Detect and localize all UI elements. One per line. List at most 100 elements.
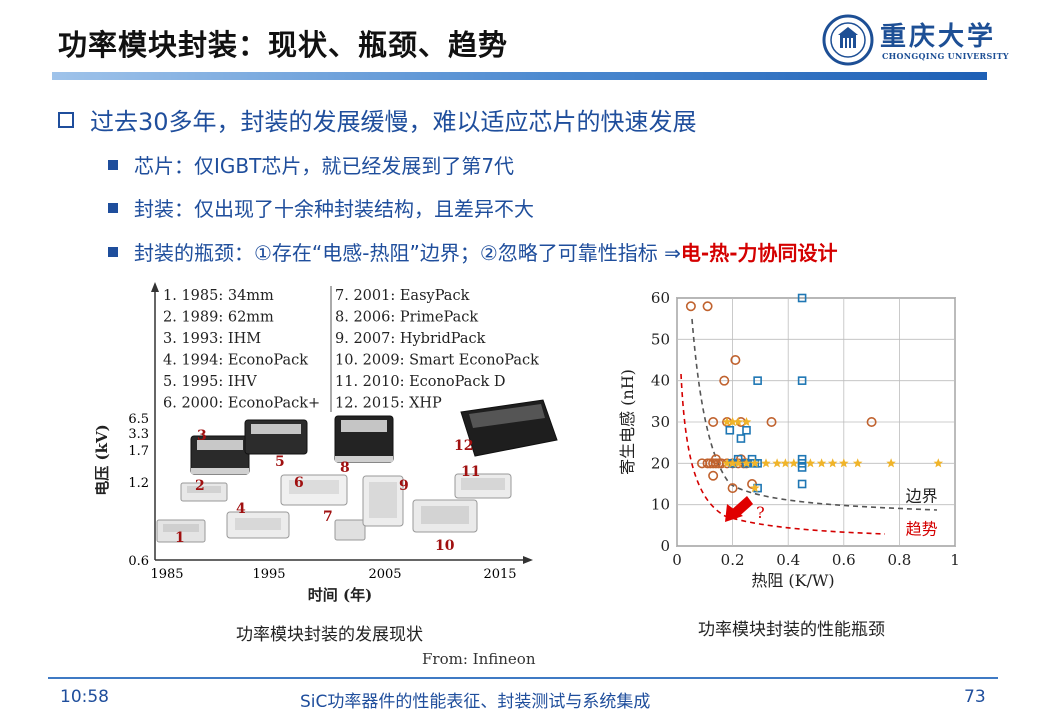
- module-2-image: [180, 482, 228, 502]
- legend-entry: 3. 1993: IHM: [163, 331, 261, 347]
- data-point-square: [797, 463, 807, 472]
- data-point-star: [816, 458, 827, 468]
- legend-column-2: 7. 2001: EasyPack 8. 2006: PrimePack 9. 20…: [335, 288, 539, 412]
- trend-arrow-icon: [725, 496, 753, 522]
- data-point-star: [886, 458, 896, 468]
- data-point-star: [733, 417, 743, 426]
- x-tick-label: 0.4: [776, 551, 800, 569]
- module-label: 9: [399, 478, 409, 494]
- legend-entry: 12. 2015: XHP: [335, 396, 442, 412]
- university-logo: 重庆大学 CHONGQING UNIVERSITY: [822, 14, 1032, 66]
- module-10-image: [412, 499, 478, 533]
- data-point-star: [741, 458, 752, 468]
- x-tick-label: 1: [950, 551, 960, 569]
- square-bullet-icon: [108, 159, 118, 170]
- x-tick: 1985: [150, 567, 183, 582]
- data-point-circle: [708, 470, 719, 481]
- x-tick: 1995: [252, 567, 285, 582]
- data-point-star: [780, 458, 791, 468]
- data-point-square: [797, 479, 807, 489]
- data-point-square: [742, 425, 751, 435]
- trend-curve: [680, 373, 886, 535]
- data-point-circle: [730, 355, 741, 366]
- legend-entry: 7. 2001: EasyPack: [335, 288, 470, 304]
- y-tick-label: 0: [660, 537, 670, 555]
- module-label: 7: [323, 509, 333, 525]
- y-tick-label: 40: [651, 372, 670, 390]
- module-12-image: [460, 399, 558, 457]
- y-axis-arrow-icon: [151, 282, 159, 292]
- figure-source: From: Infineon: [422, 650, 536, 668]
- module-11-image: [454, 473, 512, 499]
- legend-entry: 1. 1985: 34mm: [163, 288, 274, 304]
- chart-annotation: 趋势: [906, 519, 938, 538]
- data-point-star: [933, 458, 944, 468]
- x-tick: 2005: [368, 567, 401, 582]
- data-point-square: [725, 425, 735, 435]
- data-point-star: [827, 458, 838, 468]
- data-point-star: [741, 417, 752, 426]
- y-tick: 1.2: [128, 476, 149, 491]
- x-axis-arrow-icon: [523, 556, 533, 564]
- y-tick-label: 60: [651, 289, 670, 307]
- module-label: 1: [175, 530, 185, 546]
- module-label: 5: [275, 454, 285, 470]
- main-bullet: 过去30多年，封装的发展缓慢，难以适应芯片的快速发展: [58, 102, 697, 137]
- main-bullet-text: 过去30多年，封装的发展缓慢，难以适应芯片的快速发展: [90, 108, 697, 136]
- module-label: 8: [340, 460, 350, 476]
- module-label: 6: [294, 475, 304, 491]
- university-seal-icon: [822, 14, 874, 66]
- grid-lines: [676, 297, 956, 547]
- slide-title: 功率模块封装：现状、瓶颈、趋势: [58, 28, 509, 62]
- module-5-image: [244, 419, 308, 455]
- logo-chinese-name: 重庆大学: [880, 22, 997, 52]
- sub-bullet-text: 封装：仅出现了十余种封装结构，且差异不大: [134, 197, 534, 221]
- y-tick: 6.5: [128, 412, 149, 427]
- sub-bullet-text: 芯片：仅IGBT芯片，就已经发展到了第7代: [134, 154, 515, 178]
- logo-english-name: CHONGQING UNIVERSITY: [882, 51, 1009, 61]
- data-point-square: [753, 376, 762, 385]
- data-point-circle: [702, 301, 713, 312]
- data-point-star: [852, 458, 863, 468]
- data-point-square: [797, 454, 807, 464]
- data-point-circle: [710, 458, 721, 469]
- module-label: 2: [195, 478, 205, 494]
- checkbox-bullet-icon: [58, 111, 74, 128]
- legend-column-1: 1. 1985: 34mm 2. 1989: 62mm 3. 1993: IHM 4.…: [163, 288, 320, 412]
- legend-entry: 8. 2006: PrimePack: [335, 310, 478, 326]
- sub-bullet-text: 封装的瓶颈：①存在“电感-热阻”边界；②忽略了可靠性指标 ⇒: [134, 241, 681, 265]
- data-point-star: [750, 458, 760, 468]
- module-label: 4: [236, 501, 246, 517]
- legend-entry: 10. 2009: Smart EconoPack: [335, 353, 539, 369]
- data-point-circle: [710, 454, 721, 465]
- x-tick-label: 0: [672, 551, 682, 569]
- data-point-circle: [727, 483, 738, 494]
- data-point-square: [797, 293, 807, 303]
- sub-bullet-bottleneck: 封装的瓶颈：①存在“电感-热阻”边界；②忽略了可靠性指标 ⇒ 电-热-力协同设计: [108, 237, 838, 266]
- legend-entry: 6. 2000: EconoPack+: [163, 396, 320, 412]
- module-label: 3: [197, 428, 207, 444]
- module-1-image: [156, 519, 206, 543]
- y-tick: 0.6: [128, 554, 149, 569]
- module-3-image: [190, 435, 250, 475]
- module-evolution-figure: 1. 1985: 34mm 2. 1989: 62mm 3. 1993: IHM 4.…: [95, 282, 558, 604]
- y-tick-label: 20: [651, 454, 670, 472]
- square-bullet-icon: [108, 246, 118, 257]
- data-point-circle: [719, 375, 730, 386]
- module-8-image: [334, 415, 394, 463]
- data-point-square: [797, 376, 807, 385]
- data-point-star: [761, 458, 771, 468]
- data-points: [685, 293, 944, 494]
- data-point-circle: [766, 417, 777, 428]
- module-label: 12: [454, 438, 473, 454]
- left-figure-caption: 功率模块封装的发展现状: [236, 625, 423, 645]
- footer-divider: [48, 677, 998, 679]
- data-point-star: [733, 458, 743, 468]
- data-point-circle: [866, 417, 877, 428]
- x-axis-label: 时间 (年): [308, 586, 372, 604]
- module-7-image: [334, 519, 366, 541]
- footer-time: 10:58: [60, 687, 109, 707]
